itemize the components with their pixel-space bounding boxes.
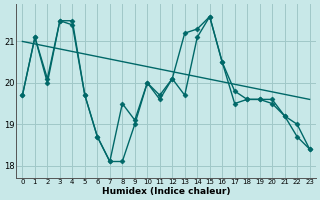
- X-axis label: Humidex (Indice chaleur): Humidex (Indice chaleur): [102, 187, 230, 196]
